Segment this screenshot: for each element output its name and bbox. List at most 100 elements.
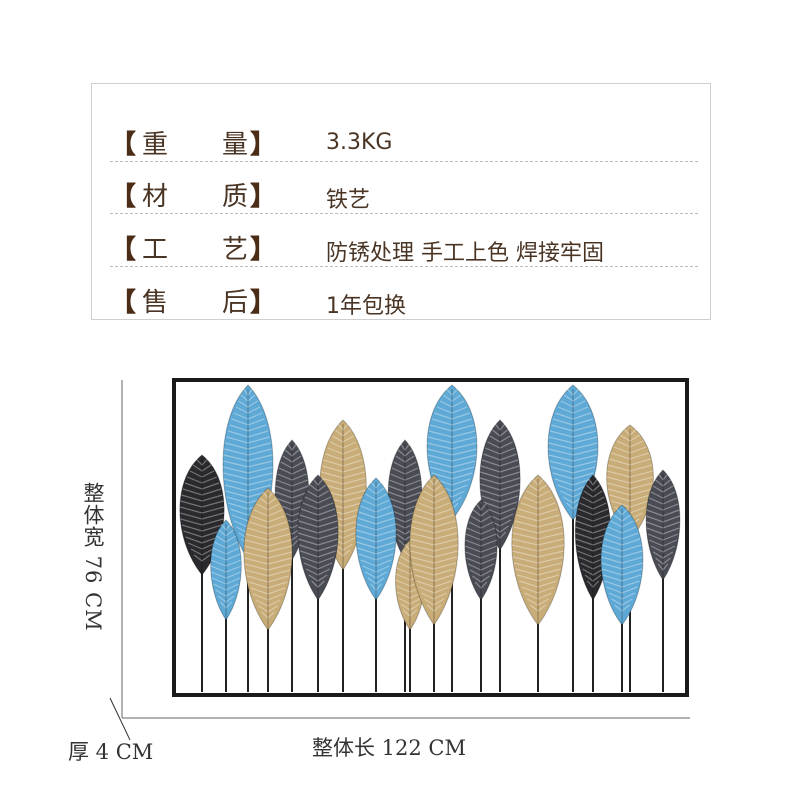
leaf-vein (418, 586, 450, 594)
leaf-vein (322, 465, 364, 473)
leaf-vein (210, 565, 242, 573)
leaf-vein (356, 541, 396, 549)
leaf-vein (427, 442, 477, 450)
leaf-vein (297, 526, 339, 534)
leaf-vein (243, 551, 293, 559)
leaf-vein (193, 554, 211, 562)
leaf-vein (223, 478, 273, 486)
leaf-vein (311, 580, 325, 588)
leaf-vein (233, 412, 263, 420)
leaf-vein (532, 478, 544, 486)
leaf-vein (238, 400, 258, 408)
leaf-vein (657, 563, 669, 571)
leaf-vein (514, 520, 562, 528)
leaf-vein (465, 551, 497, 559)
leaf-vein (246, 575, 290, 583)
leaf-vein (427, 448, 477, 456)
leaf-vein (582, 568, 604, 576)
leaf-vein (602, 574, 642, 582)
leaf-vein (609, 494, 651, 502)
leaf-vein (647, 503, 679, 511)
leaf-vein (557, 406, 589, 414)
leaf-vein (513, 526, 563, 534)
leaf-vein (517, 574, 559, 582)
leaf-vein (243, 388, 253, 397)
leaf-vein (436, 406, 468, 414)
leaf-vein (298, 520, 338, 528)
leaf-vein (329, 441, 357, 449)
leaf-vein (414, 574, 454, 582)
leaf-vein (529, 484, 547, 492)
leaf-vein (530, 604, 546, 612)
leaf-vein (180, 500, 224, 508)
leaf-vein (304, 496, 332, 504)
leaf-vein (185, 536, 219, 544)
leaf-vein (409, 538, 459, 546)
leaf-vein (262, 491, 274, 499)
leaf-vein (466, 527, 496, 535)
leaf-vein (429, 466, 475, 474)
leaf-vein (646, 515, 680, 523)
leaf-vein (549, 460, 597, 468)
thickness-dimension-line (109, 697, 131, 741)
bracket-open: 【 (110, 288, 137, 318)
leaf-vein (464, 545, 498, 553)
leaf-vein (585, 484, 601, 492)
leaf-vein (214, 541, 238, 549)
leaf-vein (650, 491, 676, 499)
leaf-vein (606, 586, 638, 594)
leaf-vein (606, 476, 654, 484)
leaf-vein (563, 394, 583, 402)
leaf-vein (607, 482, 653, 490)
thickness-dimension-label: 厚 4 CM (68, 740, 154, 764)
leaf-vein (548, 436, 598, 444)
leaf-vein (298, 538, 338, 546)
leaf-vein (606, 470, 654, 478)
leaf-vein (400, 443, 410, 452)
leaf-vein (469, 569, 493, 577)
leaf-vein (549, 430, 597, 438)
leaf-vein (601, 568, 643, 576)
leaf-vein (646, 521, 680, 529)
bracket-open: 【 (110, 182, 137, 212)
leaf-vein (607, 488, 653, 496)
leaf-vein (244, 563, 292, 571)
leaf-vein (287, 443, 297, 452)
leaf-vein (211, 571, 241, 579)
leaf-vein (179, 506, 225, 514)
leaf-vein (428, 478, 440, 486)
leaf-group (179, 384, 681, 692)
leaf-vein (416, 580, 452, 588)
leaf-vein (607, 526, 637, 534)
leaf-vein (520, 502, 556, 510)
leaf-vein (566, 388, 580, 396)
bracket-close: 】 (250, 288, 277, 318)
leaf (511, 474, 565, 626)
leaf-vein (210, 559, 242, 567)
leaf-vein (623, 428, 637, 436)
leaf-vein (275, 491, 309, 499)
leaf-vein (492, 429, 508, 437)
leaf (645, 469, 681, 581)
leaf (464, 499, 498, 601)
leaf-vein (325, 453, 361, 461)
leaf-vein (516, 514, 560, 522)
leaf-vein (431, 472, 473, 480)
leaf-vein (413, 568, 455, 576)
leaf-vein (303, 562, 333, 570)
spec-value: 防锈处理 手工上色 焊接牢固 (326, 241, 604, 266)
leaf-vein (551, 424, 595, 432)
leaf-vein (425, 484, 443, 492)
leaf-vein (358, 511, 394, 519)
leaf-vein (552, 418, 594, 426)
leaf-vein (563, 496, 583, 504)
leaf (243, 487, 293, 631)
leaf-vein (412, 520, 456, 528)
leaf-vein (319, 483, 367, 491)
leaf-vein (297, 532, 339, 540)
leaf-vein (362, 565, 390, 573)
leaf-vein (560, 400, 586, 408)
leaf-vein (605, 532, 639, 540)
leaf-vein (181, 494, 223, 502)
leaf-vein (249, 521, 287, 529)
